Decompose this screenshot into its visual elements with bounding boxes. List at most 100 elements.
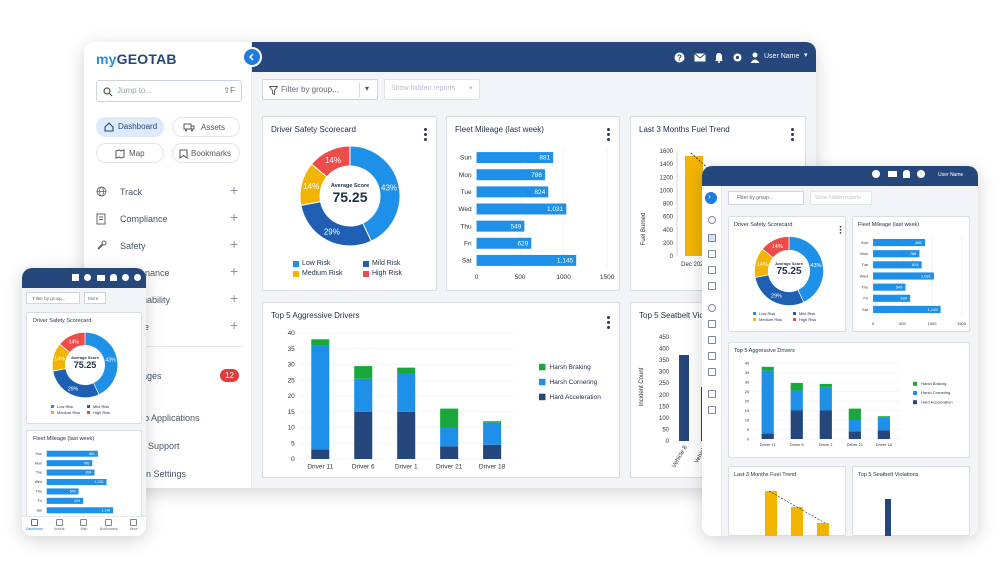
stack-segment[interactable] [311, 345, 330, 450]
stack-segment[interactable] [761, 433, 774, 439]
copy-icon[interactable] [708, 390, 716, 398]
stack-segment[interactable] [354, 378, 373, 412]
sliders-icon[interactable] [708, 406, 716, 414]
donut-slice-mild-risk[interactable] [300, 201, 372, 247]
sidebar-item-maintenance[interactable]: enance + [84, 263, 252, 283]
mileage-bar[interactable] [873, 261, 922, 269]
help-icon[interactable] [872, 170, 880, 178]
tab-dashboard[interactable]: Dashboard [22, 517, 47, 536]
mileage-bar[interactable] [476, 152, 554, 164]
sidebar-item-applications[interactable]: b Applications [84, 408, 252, 428]
mileage-bar[interactable] [476, 237, 532, 249]
brand-logo[interactable]: myGEOTAB [96, 51, 177, 67]
user-icon[interactable] [750, 52, 760, 63]
stack-segment[interactable] [819, 410, 832, 440]
quicknav-map[interactable]: Map [96, 143, 164, 163]
donut-slice-high-risk[interactable] [761, 236, 790, 259]
clipboard-icon[interactable] [708, 320, 716, 328]
sidebar-item-sustainability[interactable]: nability + [84, 290, 252, 310]
mileage-bar[interactable] [873, 305, 941, 313]
stack-segment[interactable] [761, 366, 774, 371]
stack-segment[interactable] [311, 339, 330, 346]
stack-segment[interactable] [819, 387, 832, 411]
stack-segment[interactable] [877, 416, 890, 418]
legend-item[interactable]: Medium Risk [753, 317, 793, 322]
mileage-bar[interactable] [476, 220, 525, 232]
bell-icon[interactable] [903, 170, 910, 178]
legend-item[interactable]: Low Risk [753, 311, 793, 316]
gear-icon[interactable] [917, 170, 925, 178]
donut-slice-low-risk[interactable] [349, 145, 401, 242]
stack-segment[interactable] [483, 444, 502, 459]
mileage-bar[interactable] [873, 272, 934, 280]
mail-icon[interactable] [888, 171, 897, 177]
stack-segment[interactable] [354, 366, 373, 379]
stack-segment[interactable] [848, 431, 861, 439]
quicknav-dashboard[interactable]: Dashboard [96, 117, 164, 137]
leaf-icon[interactable] [708, 352, 716, 360]
donut-slice-high-risk[interactable] [59, 331, 86, 353]
show-hidden-reports[interactable]: Show hidden reports ▾ [384, 79, 480, 100]
donut-slice-low-risk[interactable] [788, 236, 824, 303]
legend-item[interactable]: Low Risk [51, 404, 87, 409]
donut-slice-mild-risk[interactable] [754, 274, 805, 306]
stack-segment[interactable] [440, 408, 459, 428]
legend-item[interactable]: Medium Risk [293, 270, 363, 277]
tab-map[interactable]: Map [72, 517, 97, 536]
mileage-bar[interactable] [476, 186, 549, 198]
wrench-icon[interactable] [708, 336, 716, 344]
stack-segment[interactable] [761, 370, 774, 434]
search-icon[interactable] [708, 216, 716, 224]
mileage-bar[interactable] [873, 294, 911, 302]
gear-icon[interactable] [732, 52, 743, 63]
users-icon[interactable] [708, 368, 716, 376]
stack-segment[interactable] [790, 410, 803, 440]
mobile-group-filter[interactable]: Filter by group... [26, 292, 80, 304]
legend-item[interactable]: High Risk [793, 317, 833, 322]
stack-segment[interactable] [440, 427, 459, 447]
mileage-bar[interactable] [46, 497, 84, 504]
mileage-bar[interactable] [476, 203, 567, 215]
sidebar-item-compliance[interactable]: Compliance + [84, 209, 252, 229]
stack-segment[interactable] [483, 422, 502, 445]
tablet-hidden-reports[interactable]: Show hidden reports [810, 191, 872, 205]
user-icon[interactable] [134, 274, 141, 281]
user-name[interactable]: User Name [764, 53, 800, 60]
mileage-bar[interactable] [873, 250, 920, 258]
map-icon[interactable] [708, 266, 716, 274]
sidebar-item-messages[interactable]: ages 12 [84, 366, 252, 386]
stack-segment[interactable] [848, 420, 861, 432]
tab-more[interactable]: More [121, 517, 146, 536]
legend-item[interactable]: High Risk [87, 410, 127, 415]
stack-segment[interactable] [397, 373, 416, 412]
gear-icon[interactable] [122, 274, 129, 281]
sidebar-item-support[interactable]: Support [84, 436, 252, 456]
donut-slice-mild-risk[interactable] [52, 368, 100, 399]
more-options-icon[interactable] [839, 226, 842, 235]
globe-icon[interactable] [708, 304, 716, 312]
legend-item[interactable]: Medium Risk [51, 410, 87, 415]
mobile-more-dropdown[interactable]: More [84, 292, 106, 304]
mileage-bar[interactable] [46, 450, 98, 457]
more-options-icon[interactable] [791, 128, 794, 143]
mail-icon[interactable] [694, 53, 706, 62]
help-icon[interactable]: ? [674, 52, 685, 63]
mileage-bar[interactable] [46, 507, 114, 514]
mileage-bar[interactable] [46, 460, 93, 467]
mileage-bar[interactable] [46, 469, 95, 476]
legend-item[interactable]: Mild Risk [87, 404, 127, 409]
legend-item[interactable]: High Risk [363, 270, 423, 277]
hierarchy-icon[interactable] [72, 274, 79, 281]
tablet-group-filter[interactable]: Filter by group... [728, 191, 804, 205]
more-options-icon[interactable] [607, 128, 610, 143]
legend-item[interactable]: Mild Risk [363, 260, 423, 267]
stack-segment[interactable] [848, 408, 861, 420]
stack-segment[interactable] [440, 446, 459, 459]
tab-assets[interactable]: Assets [47, 517, 72, 536]
legend-item[interactable]: Mild Risk [793, 311, 833, 316]
stack-segment[interactable] [483, 421, 502, 423]
home-icon[interactable] [708, 234, 716, 242]
mileage-bar[interactable] [873, 239, 926, 247]
stack-segment[interactable] [790, 390, 803, 411]
mileage-bar[interactable] [476, 169, 545, 181]
